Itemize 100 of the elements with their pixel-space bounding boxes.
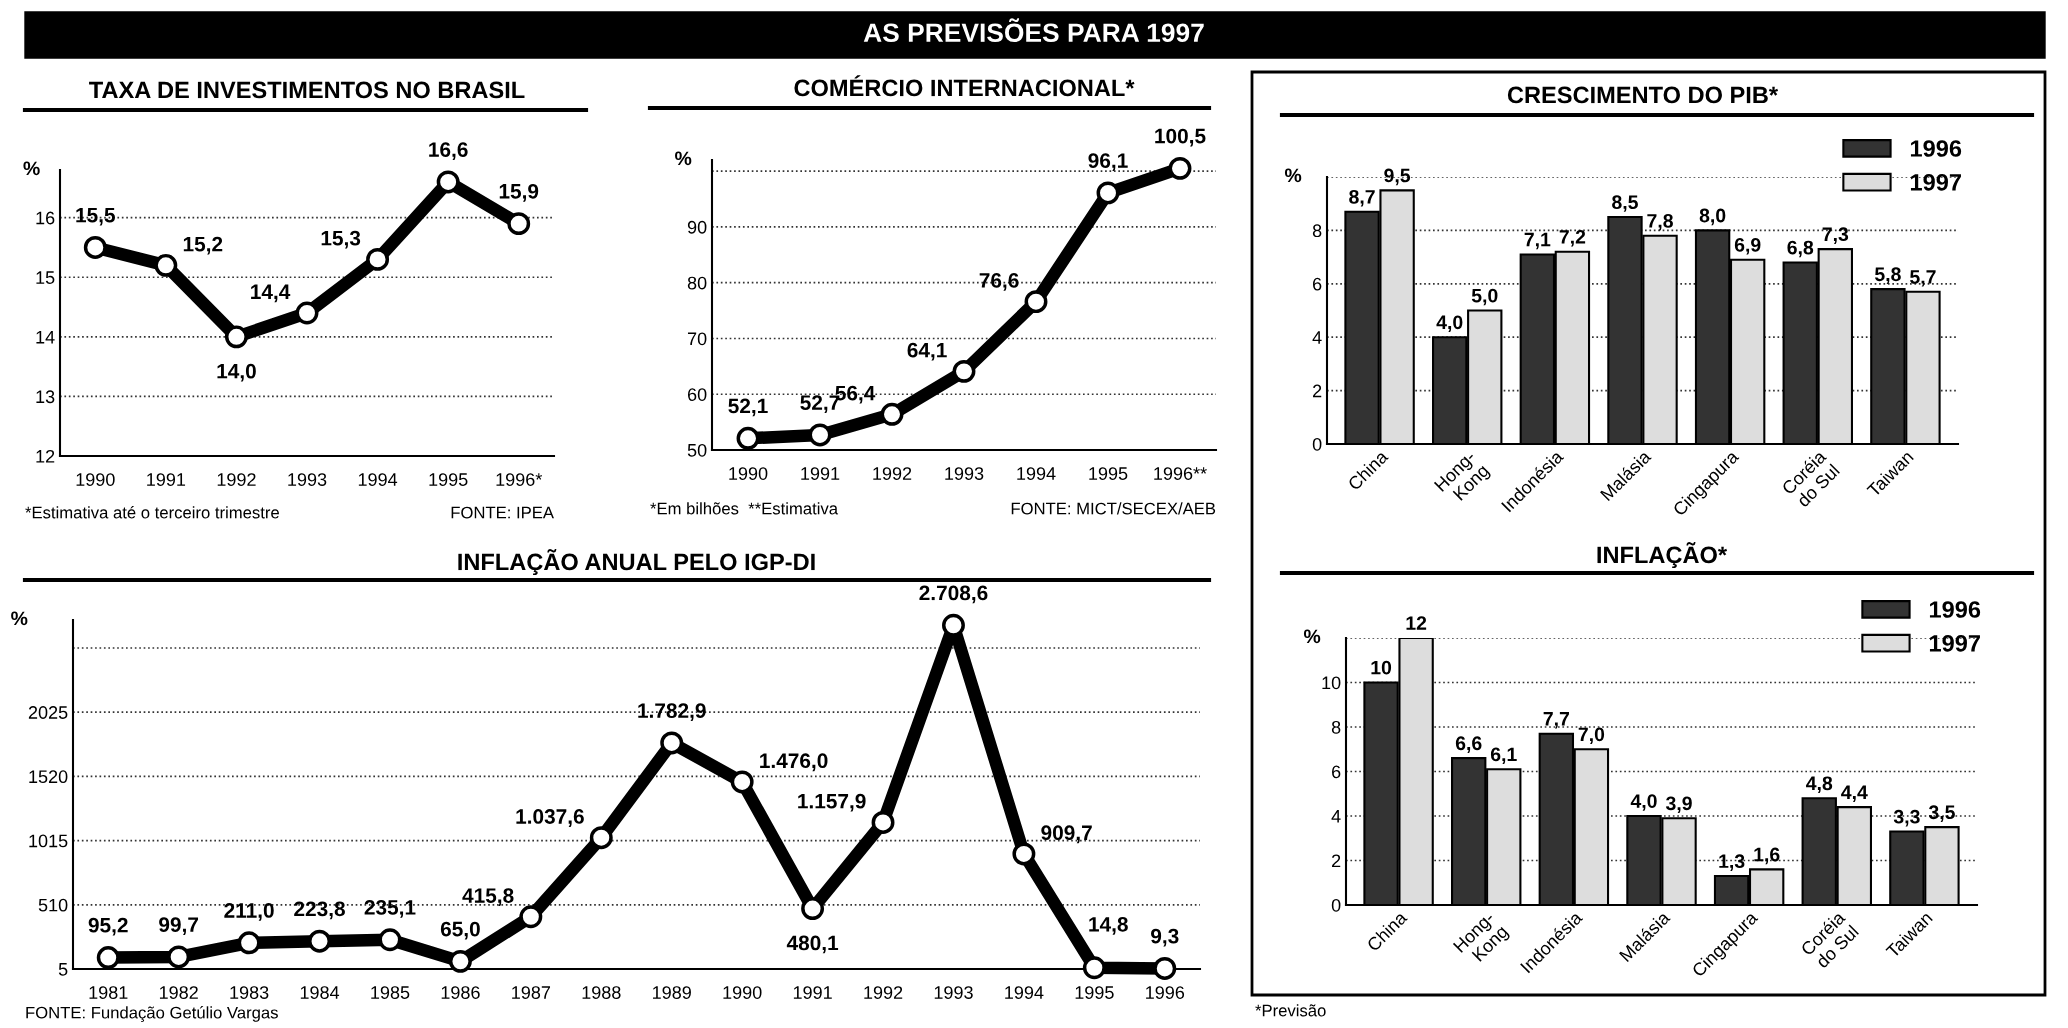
data-label: 5,8 <box>1874 267 1901 284</box>
y-tick-label: 510 <box>38 898 68 912</box>
x-tick-label: 1990 <box>76 473 115 486</box>
data-label: 7,2 <box>1559 229 1586 247</box>
y-tick-label: 10 <box>1322 676 1341 690</box>
x-tick-label: 1991 <box>801 467 840 480</box>
x-tick-label: 1996* <box>496 473 543 486</box>
data-label: 3,5 <box>1928 805 1955 822</box>
x-tick-label: 1992 <box>873 467 912 480</box>
y-tick-label: 6 <box>1332 765 1341 779</box>
point <box>1024 290 1048 314</box>
data-label: 7,0 <box>1578 727 1605 745</box>
point <box>880 402 904 426</box>
y-tick-label: 90 <box>687 220 707 234</box>
y-tick-label: 1520 <box>29 770 68 784</box>
legend-label: 1996 <box>1910 140 1962 157</box>
x-tick-label: 1996** <box>1154 467 1207 480</box>
x-tick-label: 1985 <box>371 986 410 999</box>
y-tick-label: 4 <box>1312 331 1322 344</box>
text: *Em bilhões **Estimativa <box>650 502 839 515</box>
point <box>448 949 472 973</box>
data-label: 96,1 <box>1088 153 1128 171</box>
data-label: 15,3 <box>321 230 361 249</box>
point <box>801 897 825 921</box>
x-tick-label: 1993 <box>288 473 327 486</box>
point <box>736 426 760 450</box>
data-label: 8,0 <box>1699 208 1726 226</box>
chart-title: TAXA DE INVESTIMENTOS NO BRASIL <box>89 81 525 99</box>
source-note: FONTE: Fundação Getúlio Vargas <box>26 1006 278 1022</box>
y-tick-label: 0 <box>1331 898 1341 912</box>
point <box>808 423 832 447</box>
x-tick-label: 1988 <box>582 986 621 999</box>
legend-label: 1996 <box>1929 601 1981 618</box>
point <box>730 770 754 794</box>
x-tick-label: 1995 <box>1089 467 1128 480</box>
text: *Previsão <box>1255 1004 1326 1017</box>
y-tick-label: 6 <box>1313 277 1322 291</box>
y-tick-label: 15 <box>36 271 55 284</box>
data-label: 8,7 <box>1349 189 1375 207</box>
point <box>660 731 684 755</box>
y-tick-label: 8 <box>1331 720 1341 734</box>
data-label: 480,1 <box>786 935 839 954</box>
data-label: 14,8 <box>1089 916 1128 935</box>
source-note: FONTE: IPEA <box>451 506 554 519</box>
x-tick-label: 1990 <box>723 986 762 999</box>
point <box>154 253 178 277</box>
data-label: 12 <box>1406 616 1427 630</box>
y-tick-label: 2 <box>1313 384 1322 398</box>
data-label: 15,2 <box>183 236 223 255</box>
y-axis-title: % <box>1284 168 1302 183</box>
data-label: 5,0 <box>1471 288 1498 306</box>
point <box>942 613 965 637</box>
y-tick-label: 2025 <box>28 706 68 719</box>
data-label: 5,7 <box>1910 270 1936 287</box>
data-label: 6,1 <box>1490 747 1517 765</box>
y-tick-label: 8 <box>1312 224 1322 238</box>
point <box>1012 842 1036 866</box>
y-tick-label: 12 <box>36 449 55 463</box>
data-label: 235,1 <box>364 900 416 918</box>
point <box>952 359 976 383</box>
y-tick-label: 60 <box>687 388 707 401</box>
data-label: 415,8 <box>462 888 514 906</box>
x-tick-label: 1981 <box>89 986 128 999</box>
point <box>237 931 261 955</box>
y-tick-label: 2 <box>1332 854 1341 868</box>
data-label: 7,7 <box>1543 712 1569 729</box>
data-label: 1,6 <box>1754 847 1780 865</box>
y-tick-label: 1015 <box>29 834 68 848</box>
data-label: 6,8 <box>1787 240 1814 258</box>
x-tick-label: 1984 <box>300 986 340 999</box>
data-label: 7,3 <box>1822 227 1849 244</box>
x-tick-label: 1982 <box>159 986 198 999</box>
point <box>589 826 613 850</box>
x-tick-label: 1995 <box>1075 986 1114 999</box>
x-tick-label: 1992 <box>217 473 256 486</box>
x-tick-label: 1995 <box>429 473 468 486</box>
data-label: 9,3 <box>1151 928 1179 947</box>
data-label: 1,3 <box>1719 854 1745 871</box>
point <box>507 212 531 236</box>
data-label: 76,6 <box>979 273 1019 291</box>
source-note: FONTE: MICT/SECEX/AEB <box>1011 502 1216 515</box>
data-label: 14,4 <box>251 284 291 303</box>
point <box>1168 156 1192 180</box>
point <box>96 946 120 969</box>
legend-label: 1997 <box>1929 634 1980 652</box>
point <box>308 929 331 953</box>
x-tick-label: 1994 <box>358 473 398 486</box>
data-label: 65,0 <box>440 921 480 940</box>
x-tick-label: 1991 <box>793 986 832 999</box>
data-label: 211,0 <box>224 903 274 921</box>
x-tick-label: 1993 <box>945 467 984 480</box>
y-tick-label: 0 <box>1312 437 1322 451</box>
data-label: 3,3 <box>1893 809 1920 827</box>
data-label: 4,0 <box>1436 315 1463 333</box>
point <box>224 325 248 349</box>
data-label: 6,6 <box>1455 736 1482 753</box>
y-tick-label: 50 <box>687 443 707 457</box>
data-label: 8,5 <box>1612 195 1638 212</box>
data-label: 1.157,9 <box>798 793 866 812</box>
y-tick-label: 70 <box>687 332 707 346</box>
